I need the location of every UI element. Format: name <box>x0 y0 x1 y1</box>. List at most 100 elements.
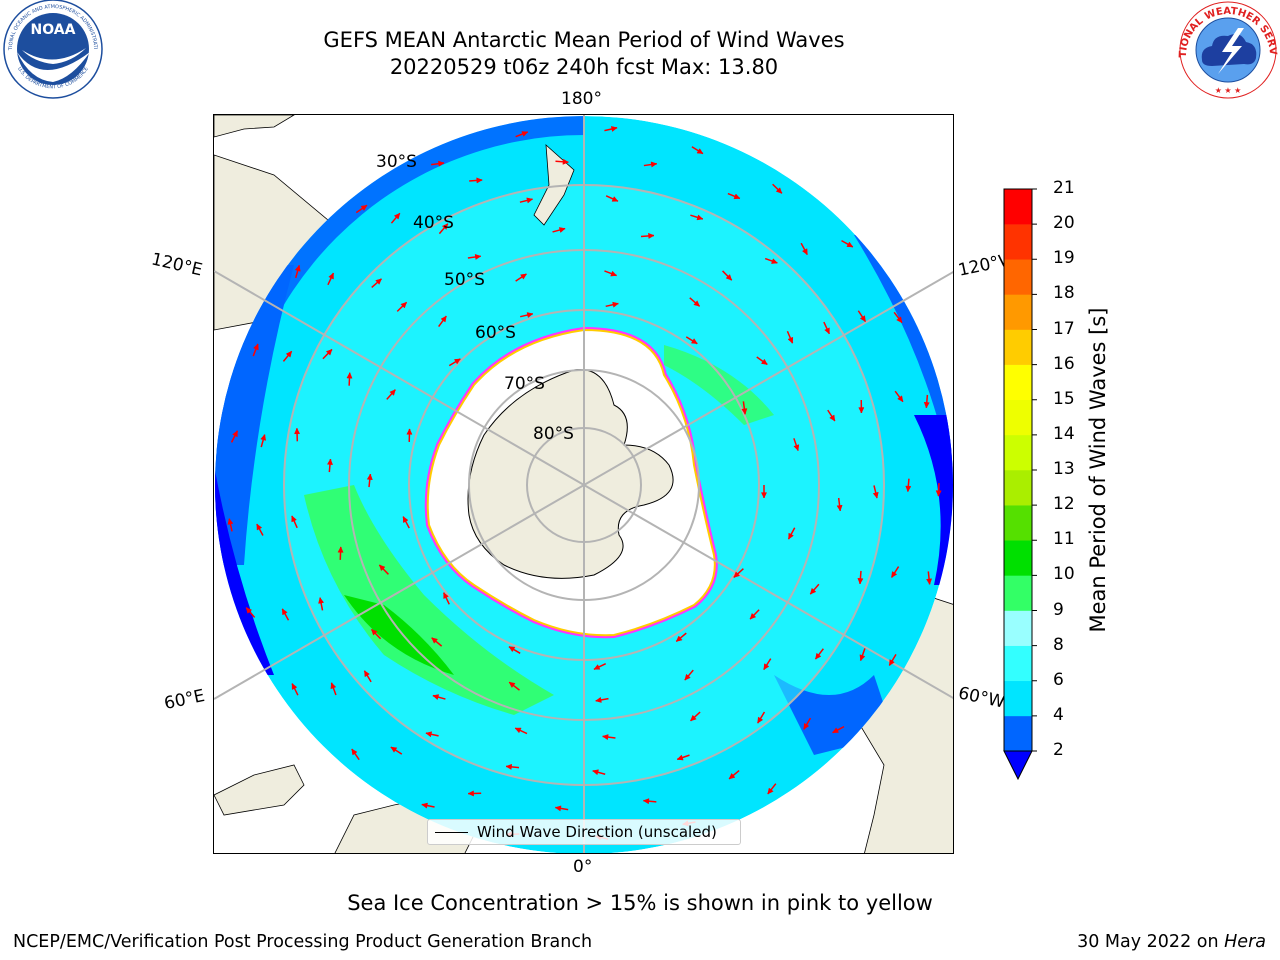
colorbar-tick-label: 14 <box>1053 423 1075 444</box>
wave-arrow-head <box>601 734 609 741</box>
legend-line-swatch <box>435 831 468 833</box>
colorbar-bin <box>1004 364 1032 401</box>
wave-arrow-head <box>923 401 930 409</box>
wave-arrow-head <box>378 564 386 572</box>
wave-arrow-head <box>285 350 293 358</box>
wave-arrow-head <box>610 126 618 132</box>
wave-arrow-head <box>803 722 810 730</box>
wave-arrow-head <box>245 607 253 614</box>
colorbar-bin <box>1004 294 1032 330</box>
wave-arrow-head <box>505 763 512 770</box>
wave-arrow-head <box>749 612 757 620</box>
lat-label-30s: 30°S <box>376 152 417 172</box>
wave-arrow-head <box>650 161 658 168</box>
wave-arrow-head <box>440 315 447 323</box>
wave-arrow-head <box>325 349 333 356</box>
wave-arrow-head <box>282 608 288 616</box>
wave-arrow-head <box>558 227 566 233</box>
lat-label-50s: 50°S <box>444 270 485 290</box>
wave-arrow-head <box>829 414 836 422</box>
colorbar-tick-label: 2 <box>1053 740 1064 760</box>
wave-arrow-head <box>360 204 368 211</box>
colorbar-label: Mean Period of Wind Waves [s] <box>1086 307 1110 633</box>
wave-arrow-head <box>760 358 768 365</box>
chart-title: GEFS MEAN Antarctic Mean Period of Wind … <box>323 28 845 52</box>
colorbar-tick-label: 19 <box>1053 248 1075 269</box>
wave-arrow-head <box>421 802 428 809</box>
wave-arrow-head <box>824 327 830 335</box>
wave-arrow-head <box>389 389 396 396</box>
wave-arrow-head <box>857 578 864 585</box>
colorbar-tick-label: 20 <box>1053 213 1075 234</box>
wave-arrow-head <box>787 336 794 344</box>
wave-arrow-head <box>728 772 736 780</box>
wave-arrow-head <box>432 694 440 701</box>
wave-arrow-head <box>526 197 534 204</box>
wave-arrow-head <box>690 338 698 344</box>
wave-arrow-head <box>438 160 445 167</box>
colorbar-bin <box>1004 224 1032 260</box>
wave-arrow-head <box>508 681 516 689</box>
wave-arrow-head <box>291 515 297 523</box>
wave-arrow-head <box>328 272 334 280</box>
colorbar-bin <box>1004 189 1032 225</box>
land-new-zealand <box>533 144 575 226</box>
wave-arrow-head <box>232 430 238 438</box>
land-madagascar <box>214 764 305 816</box>
wave-arrow-head <box>593 664 601 670</box>
wave-arrow-head <box>690 714 697 722</box>
wave-arrow-head <box>351 748 358 756</box>
wave-arrow-head <box>371 629 378 636</box>
wave-arrow-head <box>562 158 570 165</box>
wave-arrow-head <box>256 523 263 531</box>
long-period-swath <box>304 485 554 715</box>
wave-arrow-head <box>846 241 854 248</box>
colorbar-tick-label: 4 <box>1053 704 1064 725</box>
wave-arrow-head <box>696 214 704 221</box>
wave-arrow-head <box>400 301 408 309</box>
colorbar-tick-label: 18 <box>1053 283 1075 304</box>
wave-arrow-head <box>337 546 344 553</box>
wave-arrow-head <box>441 223 449 230</box>
colorbar-bin <box>1004 645 1032 682</box>
wave-arrow-head <box>592 769 599 776</box>
wave-arrow-head <box>767 787 774 795</box>
colorbar-bin <box>1004 434 1032 471</box>
wave-arrow-head <box>872 491 879 499</box>
map-legend: Wind Wave Direction (unscaled) <box>427 819 741 845</box>
wave-arrow-head <box>775 187 783 194</box>
wave-arrow-head <box>595 696 602 703</box>
wave-arrow-head <box>526 312 534 319</box>
wave-arrow-head <box>612 301 619 308</box>
wave-arrow-head <box>393 212 401 220</box>
svg-text:NOAA: NOAA <box>31 22 76 38</box>
lon-label-120e: 120°E <box>149 249 205 281</box>
lat-label-80s: 80°S <box>533 424 574 444</box>
lat-label-60s: 60°S <box>475 323 516 343</box>
land-australia <box>214 115 295 138</box>
wave-arrow-head <box>793 444 800 452</box>
colorbar-bin <box>1004 680 1032 717</box>
wave-arrow-head <box>725 274 733 281</box>
wave-arrow-head <box>611 196 619 202</box>
wave-arrow-head <box>935 490 942 497</box>
colorbar-bin <box>1004 470 1032 506</box>
wave-arrow-head <box>741 408 748 415</box>
lon-label-0: 0° <box>573 857 593 877</box>
colorbar-tick-label: 13 <box>1053 459 1075 479</box>
wave-arrow-head <box>476 177 483 184</box>
colorbar-bin <box>1004 505 1032 541</box>
wave-arrow-head <box>260 433 267 441</box>
colorbar-under-triangle <box>1003 750 1033 781</box>
colorbar-bin <box>1004 329 1032 365</box>
wave-arrow-head <box>366 473 373 481</box>
wave-arrow-head <box>431 637 438 644</box>
wave-arrow-head <box>326 458 333 465</box>
date-text: 30 May 2022 on <box>1077 932 1225 952</box>
wave-arrow-head <box>318 597 325 604</box>
wave-arrow-head <box>905 485 912 493</box>
lon-label-60e: 60°E <box>162 685 207 715</box>
wind-wave-arrows <box>227 126 942 841</box>
colorbar-bin <box>1004 610 1032 646</box>
wave-arrow-head <box>733 571 740 578</box>
